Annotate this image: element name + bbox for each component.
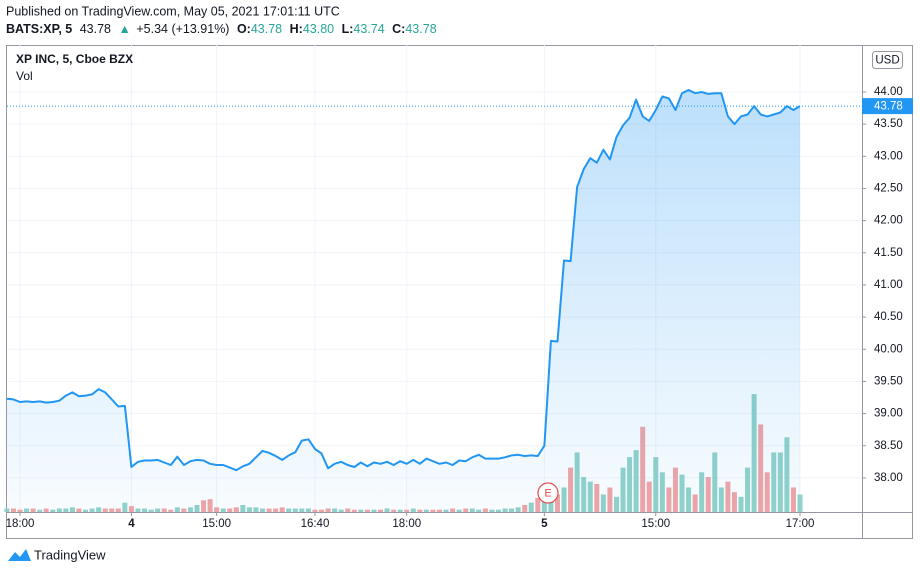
- ohlc-label: H:: [290, 22, 303, 36]
- ohlc-label: C:: [392, 22, 405, 36]
- x-tick-label: 5: [541, 518, 548, 530]
- symbol: BATS:XP, 5: [6, 22, 72, 36]
- plot: [4, 89, 862, 512]
- last: 43.78: [80, 22, 111, 36]
- y-tick-label: 44.00: [874, 86, 903, 98]
- earnings-label: E: [544, 487, 551, 499]
- published-note: Published on TradingView.com, May 05, 20…: [6, 4, 340, 18]
- y-tick-label: 38.00: [874, 472, 903, 484]
- y-tick-label: 42.50: [874, 182, 903, 194]
- price-line: [6, 89, 801, 472]
- x-tick-label: 16:40: [301, 518, 330, 530]
- currency-box[interactable]: [872, 51, 903, 69]
- x-tick-label: 17:00: [786, 518, 815, 530]
- ohlc-label: O:: [237, 22, 251, 36]
- volume-bar: [4, 508, 10, 512]
- y-tick-label: 43.50: [874, 118, 903, 130]
- price-area: [6, 90, 800, 512]
- last-price-tag: [862, 98, 913, 115]
- x-tick-label: 18:00: [392, 518, 421, 530]
- y-tick-label: 40.00: [874, 343, 903, 355]
- x-tick-label: 4: [128, 518, 135, 530]
- ohlc-label: L:: [342, 22, 354, 36]
- y-tick-label: 43.00: [874, 150, 903, 162]
- earnings-marker[interactable]: [537, 482, 559, 504]
- y-tick-label: 39.00: [874, 408, 903, 420]
- symbol-line: BATS:XP, 5 43.78 ▲ +5.34 (+13.91%) O:43.…: [6, 22, 437, 36]
- x-tick-label: 15:00: [641, 518, 670, 530]
- last-price-label: 43.78: [874, 101, 903, 113]
- legend-vol: Vol: [16, 69, 33, 83]
- y-tick-label: 39.50: [874, 375, 903, 387]
- x-tick-label: 18:00: [6, 518, 35, 530]
- chart-frame: [6, 45, 913, 539]
- ohlc-value: 43.74: [353, 22, 384, 36]
- ohlc-value: 43.78: [405, 22, 436, 36]
- change: +5.34 (+13.91%): [136, 22, 229, 36]
- arrow: ▲: [118, 22, 130, 36]
- ohlc-value: 43.78: [251, 22, 282, 36]
- y-tick-label: 41.00: [874, 279, 903, 291]
- y-tick-label: 41.50: [874, 247, 903, 259]
- footer-logo: [8, 549, 31, 561]
- footer: TradingView: [34, 547, 106, 562]
- y-tick-label: 38.50: [874, 440, 903, 452]
- currency: USD: [875, 55, 899, 67]
- x-tick-label: 15:00: [202, 518, 231, 530]
- y-tick-label: 40.50: [874, 311, 903, 323]
- legend-title: XP INC, 5, Cboe BZX: [16, 52, 133, 66]
- y-tick-label: 42.00: [874, 215, 903, 227]
- ohlc-value: 43.80: [303, 22, 334, 36]
